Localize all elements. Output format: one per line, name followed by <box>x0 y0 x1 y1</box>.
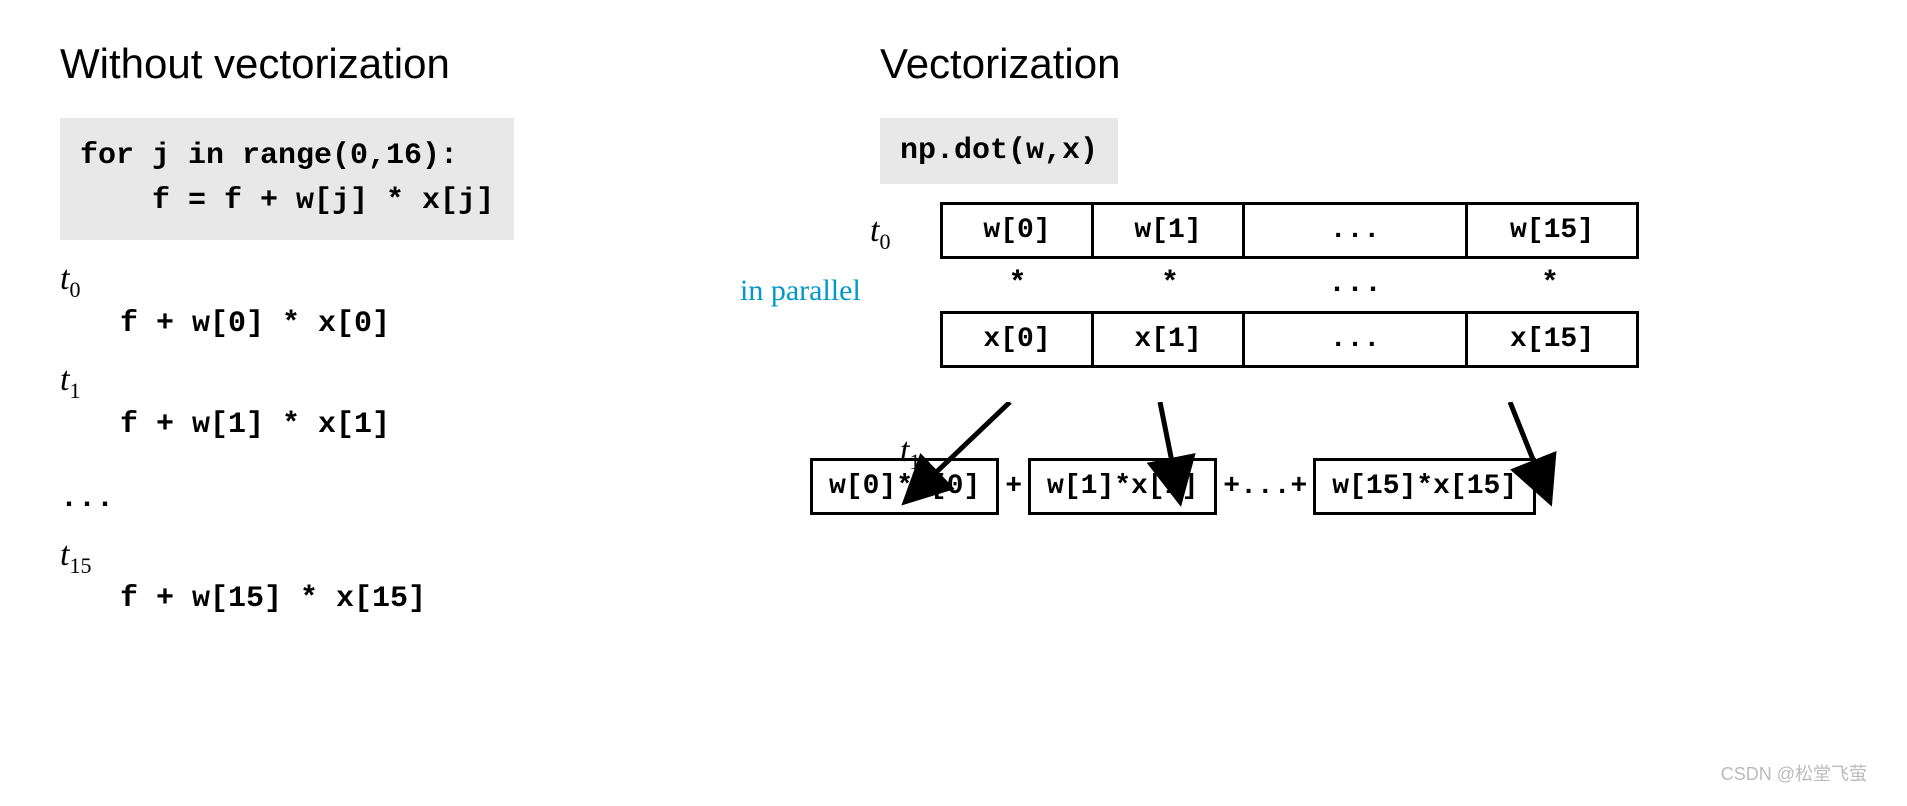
without-vectorization-panel: Without vectorization for j in range(0,1… <box>60 40 780 616</box>
w-cell-dots: ... <box>1245 202 1468 259</box>
plus-0: + <box>1005 471 1022 502</box>
t15-label: t15 <box>60 536 91 573</box>
w-cell-1: w[1] <box>1094 202 1245 259</box>
result-row: w[0]*x[0] + w[1]*x[1] +...+ w[15]*x[15] <box>810 458 1830 515</box>
op-row: * * ... * <box>940 267 1830 301</box>
op-dots: ... <box>1245 267 1465 301</box>
code-line-1: for j in range(0,16): <box>80 139 458 173</box>
op-0: * <box>940 267 1095 301</box>
t15-expr: f + w[15] * x[15] <box>120 582 780 616</box>
left-ellipsis: ... <box>60 482 780 516</box>
parallel-label: in parallel <box>740 274 861 308</box>
left-code-block: for j in range(0,16): f = f + w[j] * x[j… <box>60 118 514 240</box>
plus-1: +...+ <box>1223 471 1307 502</box>
w-cell-0: w[0] <box>940 202 1094 259</box>
t1-label: t1 <box>60 361 80 398</box>
result-2: w[15]*x[15] <box>1313 458 1536 515</box>
t0-right-label: t0 <box>870 212 890 255</box>
result-1: w[1]*x[1] <box>1028 458 1217 515</box>
code-line-2: f = f + w[j] * x[j] <box>80 184 494 218</box>
step-t1: t1 f + w[1] * x[1] <box>60 361 780 442</box>
t1-right-label: t1 <box>900 432 920 475</box>
t0-expr: f + w[0] * x[0] <box>120 307 780 341</box>
w-array-row: w[0] w[1] ... w[15] <box>940 202 1830 259</box>
x-cell-0: x[0] <box>940 311 1094 368</box>
step-t15: t15 f + w[15] * x[15] <box>60 536 780 617</box>
x-cell-1: x[1] <box>1094 311 1245 368</box>
x-array-row: x[0] x[1] ... x[15] <box>940 311 1830 368</box>
op-1: * <box>1095 267 1245 301</box>
left-title: Without vectorization <box>60 40 780 88</box>
x-cell-15: x[15] <box>1468 311 1639 368</box>
x-cell-dots: ... <box>1245 311 1468 368</box>
t0-label: t0 <box>60 260 80 297</box>
right-title: Vectorization <box>880 40 1830 88</box>
w-cell-15: w[15] <box>1468 202 1639 259</box>
watermark: CSDN @松堂飞萤 <box>1721 760 1867 786</box>
vectorization-panel: Vectorization np.dot(w,x) t0 w[0] w[1] .… <box>880 40 1830 616</box>
t1-expr: f + w[1] * x[1] <box>120 408 780 442</box>
right-code-block: np.dot(w,x) <box>880 118 1118 184</box>
op-15: * <box>1465 267 1635 301</box>
step-t0: t0 f + w[0] * x[0] <box>60 260 780 341</box>
